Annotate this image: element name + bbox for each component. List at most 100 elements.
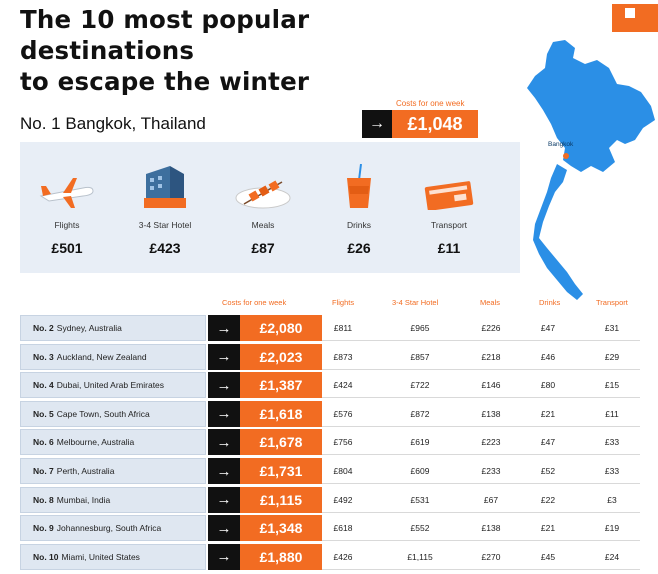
row-rank: No. 3 xyxy=(33,351,54,362)
category-meals: Meals £87 xyxy=(218,162,308,256)
row-cost: £2,023 xyxy=(240,343,322,370)
row-drinks: £45 xyxy=(540,551,556,562)
table-row: No. 7 Perth, Australia → £1,731 £804 £609 £233… xyxy=(20,458,640,484)
row-flights: £811 xyxy=(333,323,353,333)
row-flights: £756 xyxy=(333,437,353,448)
category-value: £501 xyxy=(51,240,83,256)
table-row: No. 3 Auckland, New Zealand → £2,023 £873 £85… xyxy=(20,343,640,370)
category-label: Transport xyxy=(430,220,468,230)
row-hotel: £531 xyxy=(410,494,430,505)
arrow-icon: → xyxy=(208,343,240,370)
category-label: Meals xyxy=(251,220,275,230)
row-destination: No. 8 Mumbai, India xyxy=(20,486,206,513)
corner-accent xyxy=(612,4,658,32)
row-destination: No. 2 Sydney, Australia xyxy=(20,315,206,341)
table-row: No. 2 Sydney, Australia → £2,080 £811 £965 £22… xyxy=(20,315,640,341)
row-transport: £31 xyxy=(604,323,620,333)
row-meals: £138 xyxy=(481,523,501,534)
row-rank: No. 8 xyxy=(33,494,54,505)
row-destination: No. 4 Dubai, United Arab Emirates xyxy=(20,372,206,399)
header-cost: Costs for one week xyxy=(222,298,287,307)
row-divider xyxy=(322,454,640,456)
map-label-bangkok: Bangkok xyxy=(548,141,574,148)
row-transport: £33 xyxy=(604,466,620,476)
top-cost-label: Costs for one week xyxy=(396,99,465,108)
row-cost: £2,080 xyxy=(240,315,322,341)
category-flights: Flights £501 xyxy=(22,162,112,256)
row-transport: £29 xyxy=(604,351,620,362)
row-destination: No. 10 Miami, United States xyxy=(20,543,206,570)
row-hotel: £965 xyxy=(410,323,430,333)
table-row: No. 4 Dubai, United Arab Emirates → £1,387 £… xyxy=(20,372,640,399)
row-destination: No. 5 Cape Town, South Africa xyxy=(20,400,206,427)
arrow-icon: → xyxy=(362,110,392,138)
row-meals: £67 xyxy=(483,494,499,505)
row-cost: £1,115 xyxy=(240,486,322,513)
row-flights: £576 xyxy=(333,408,353,419)
category-value: £423 xyxy=(149,240,181,256)
row-hotel: £619 xyxy=(410,437,430,448)
row-drinks: £47 xyxy=(540,437,556,448)
top-cost-value: £1,048 xyxy=(392,110,478,138)
row-meals: £226 xyxy=(481,323,501,333)
meals-icon xyxy=(218,162,308,210)
ticket-icon xyxy=(404,162,494,210)
row-hotel: £722 xyxy=(410,380,430,391)
row-rank: No. 7 xyxy=(33,466,54,476)
row-drinks: £46 xyxy=(540,351,556,362)
row-city: Auckland, New Zealand xyxy=(56,351,147,362)
top-destination: No. 1 Bangkok, Thailand xyxy=(20,114,206,133)
row-transport: £24 xyxy=(604,551,620,562)
row-transport: £19 xyxy=(604,523,620,534)
row-city: Dubai, United Arab Emirates xyxy=(56,380,165,391)
row-meals: £218 xyxy=(481,351,501,362)
row-cost: £1,678 xyxy=(240,429,322,456)
row-destination: No. 9 Johannesburg, South Africa xyxy=(20,515,206,542)
row-transport: £33 xyxy=(604,437,620,448)
row-drinks: £21 xyxy=(540,523,556,534)
row-rank: No. 5 xyxy=(33,408,54,419)
arrow-icon: → xyxy=(208,486,240,513)
row-hotel: £1,115 xyxy=(407,551,433,562)
row-rank: No. 6 xyxy=(33,437,54,448)
row-city: Miami, United States xyxy=(61,551,140,562)
category-transport: Transport £11 xyxy=(404,162,494,256)
row-hotel: £552 xyxy=(410,523,430,534)
row-city: Mumbai, India xyxy=(56,494,111,505)
row-meals: £146 xyxy=(481,380,501,391)
row-rank: No. 4 xyxy=(33,380,54,391)
row-divider xyxy=(322,540,640,542)
row-rank: No. 9 xyxy=(33,523,54,534)
row-divider xyxy=(322,368,640,370)
header-hotel: 3-4 Star Hotel xyxy=(392,298,439,307)
row-divider xyxy=(322,340,640,341)
row-transport: £3 xyxy=(607,494,617,505)
category-value: £87 xyxy=(251,240,275,256)
row-hotel: £872 xyxy=(410,408,430,419)
arrow-icon: → xyxy=(208,515,240,542)
row-rank: No. 10 xyxy=(33,551,59,562)
row-meals: £233 xyxy=(481,466,501,476)
row-divider xyxy=(322,397,640,399)
row-meals: £270 xyxy=(481,551,501,562)
category-label: Drinks xyxy=(346,220,372,230)
category-drinks: Drinks £26 xyxy=(314,162,404,256)
infographic-title: The 10 most popular destinations to esca… xyxy=(20,4,490,97)
row-divider xyxy=(322,511,640,513)
drink-icon xyxy=(314,162,404,210)
row-destination: No. 7 Perth, Australia xyxy=(20,458,206,484)
thailand-map-icon xyxy=(527,40,655,300)
arrow-icon: → xyxy=(208,429,240,456)
table-row: No. 10 Miami, United States → £1,880 £426 £1,… xyxy=(20,543,640,570)
table-row: No. 6 Melbourne, Australia → £1,678 £756 £619… xyxy=(20,429,640,456)
row-transport: £15 xyxy=(604,380,620,391)
row-flights: £618 xyxy=(333,523,353,534)
table-row: No. 8 Mumbai, India → £1,115 £492 £531 £67 £22 £… xyxy=(20,486,640,513)
row-drinks: £47 xyxy=(540,323,556,333)
row-city: Melbourne, Australia xyxy=(56,437,135,448)
row-cost: £1,387 xyxy=(240,372,322,399)
row-city: Sydney, Australia xyxy=(56,323,122,333)
arrow-icon: → xyxy=(208,543,240,570)
row-cost: £1,348 xyxy=(240,515,322,542)
arrow-icon: → xyxy=(208,372,240,399)
